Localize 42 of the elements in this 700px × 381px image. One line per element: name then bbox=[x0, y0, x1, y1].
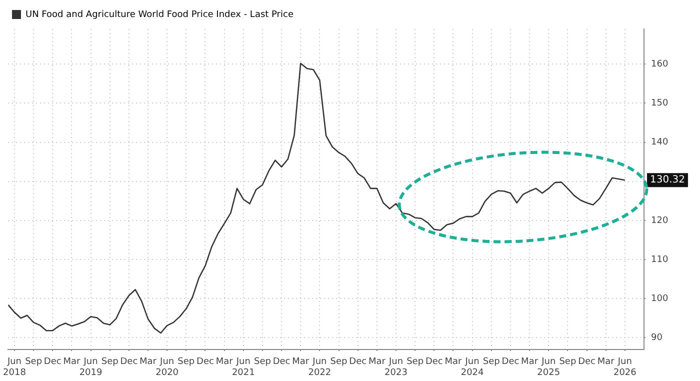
x-tick-label: Dec bbox=[425, 357, 443, 368]
x-tick-label: Sep bbox=[25, 357, 42, 368]
y-tick-label: 100 bbox=[651, 294, 668, 304]
x-tick-label: Mar bbox=[597, 357, 615, 368]
x-tick-label: Jun 2025 bbox=[537, 357, 560, 378]
y-tick-label: 110 bbox=[651, 254, 668, 265]
x-tick-label: Sep bbox=[330, 357, 348, 368]
x-tick-label: Sep bbox=[406, 357, 424, 368]
x-tick-label: Mar bbox=[521, 357, 538, 368]
x-tick-label: Jun 2026 bbox=[613, 357, 637, 378]
x-tick-label: Jun 2020 bbox=[156, 357, 179, 378]
x-tick-label: Jun 2023 bbox=[384, 357, 408, 378]
x-tick-label: Mar bbox=[216, 357, 234, 368]
legend-label: UN Food and Agriculture World Food Price Index - Last Price bbox=[26, 10, 294, 20]
x-tick-label: Sep bbox=[559, 357, 576, 368]
x-tick-label: Jun 2024 bbox=[460, 357, 484, 378]
y-tick-label: 120 bbox=[651, 216, 668, 226]
x-tick-label: Sep bbox=[254, 357, 272, 368]
text: 130.32 bbox=[650, 174, 685, 186]
x-tick-label: Jun 2018 bbox=[3, 357, 26, 378]
x-tick-label: Dec bbox=[196, 357, 214, 368]
x-tick-label: Jun 2021 bbox=[232, 357, 255, 378]
x-tick-label: Mar bbox=[292, 357, 310, 368]
x-tick-label: Jun 2019 bbox=[79, 357, 103, 378]
x-tick-label: Dec bbox=[502, 357, 520, 368]
x-tick-label: Dec bbox=[272, 357, 290, 368]
x-tick-label: Mar bbox=[63, 357, 80, 368]
x-tick-label: Dec bbox=[578, 357, 596, 368]
x-tick-label: Sep bbox=[178, 357, 195, 368]
x-tick-label: Dec bbox=[120, 357, 138, 368]
x-tick-label: Sep bbox=[101, 357, 119, 368]
x-tick-label: Mar bbox=[444, 357, 462, 368]
x-tick-label: Mar bbox=[140, 357, 157, 368]
x-tick-label: Jun 2022 bbox=[308, 357, 332, 378]
y-tick-label: 160 bbox=[651, 60, 668, 70]
x-tick-label: Dec bbox=[44, 357, 62, 368]
x-tick-label: Sep bbox=[482, 357, 500, 368]
y-tick-label: 140 bbox=[651, 138, 668, 148]
x-tick-label: Mar bbox=[368, 357, 386, 368]
y-tick-label: 150 bbox=[651, 98, 668, 109]
y-tick-label: 90 bbox=[651, 333, 663, 344]
x-tick-label: Dec bbox=[349, 357, 367, 368]
